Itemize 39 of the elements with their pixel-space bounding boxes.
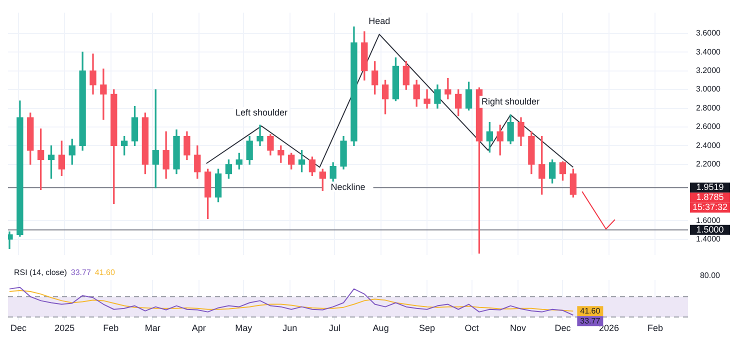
y-tick-label: 2.8000 xyxy=(696,103,722,112)
text: 41.60 xyxy=(94,268,115,278)
x-tick-label: Apr xyxy=(192,322,206,333)
chart-title: RSI (14, close) xyxy=(14,268,68,278)
x-tick-label: Feb xyxy=(103,322,119,333)
y-tick-label: 3.6000 xyxy=(696,28,722,38)
text: 15:37:32 xyxy=(692,202,728,212)
candlestick xyxy=(100,68,107,120)
x-tick-label: Mar xyxy=(144,322,160,333)
text: 1.9519 xyxy=(696,182,724,192)
y-tick-label: 3.4000 xyxy=(696,47,722,56)
text: 80.00 xyxy=(700,271,721,280)
text: 1.5000 xyxy=(696,224,724,234)
annotation: Left shoulder xyxy=(235,108,288,118)
y-tick-label: 2.2000 xyxy=(696,160,722,169)
x-tick-label: Sep xyxy=(419,322,436,333)
data-label: 33.77 xyxy=(580,316,601,326)
text: 33.77 xyxy=(70,268,91,278)
data-label: 41.60 xyxy=(580,306,601,316)
x-tick-label: Feb xyxy=(647,322,663,333)
x-tick-label: Jun xyxy=(282,322,298,333)
x-tick-label: Jul xyxy=(328,322,340,333)
x-tick-label: 2025 xyxy=(54,322,75,333)
y-tick-label: 2.6000 xyxy=(696,122,722,132)
y-tick-label: 1.6000 xyxy=(696,216,722,225)
x-tick-label: Dec xyxy=(554,322,572,333)
x-tick-label: Dec xyxy=(10,322,27,333)
y-tick-label: 3.2000 xyxy=(696,66,722,76)
annotation: Head xyxy=(368,16,390,26)
x-tick-label: Oct xyxy=(464,322,480,333)
text: 1.8785 xyxy=(696,192,724,202)
y-tick-label: 1.4000 xyxy=(696,234,722,244)
x-tick-label: Aug xyxy=(372,322,389,333)
y-tick-label: 3.0000 xyxy=(696,84,722,94)
y-tick-label: 2.4000 xyxy=(696,140,722,150)
x-tick-label: Nov xyxy=(510,322,526,333)
ref-line-label: Neckline xyxy=(330,182,366,192)
x-tick-label: May xyxy=(235,322,253,333)
annotation: Right shoulder xyxy=(482,96,540,106)
